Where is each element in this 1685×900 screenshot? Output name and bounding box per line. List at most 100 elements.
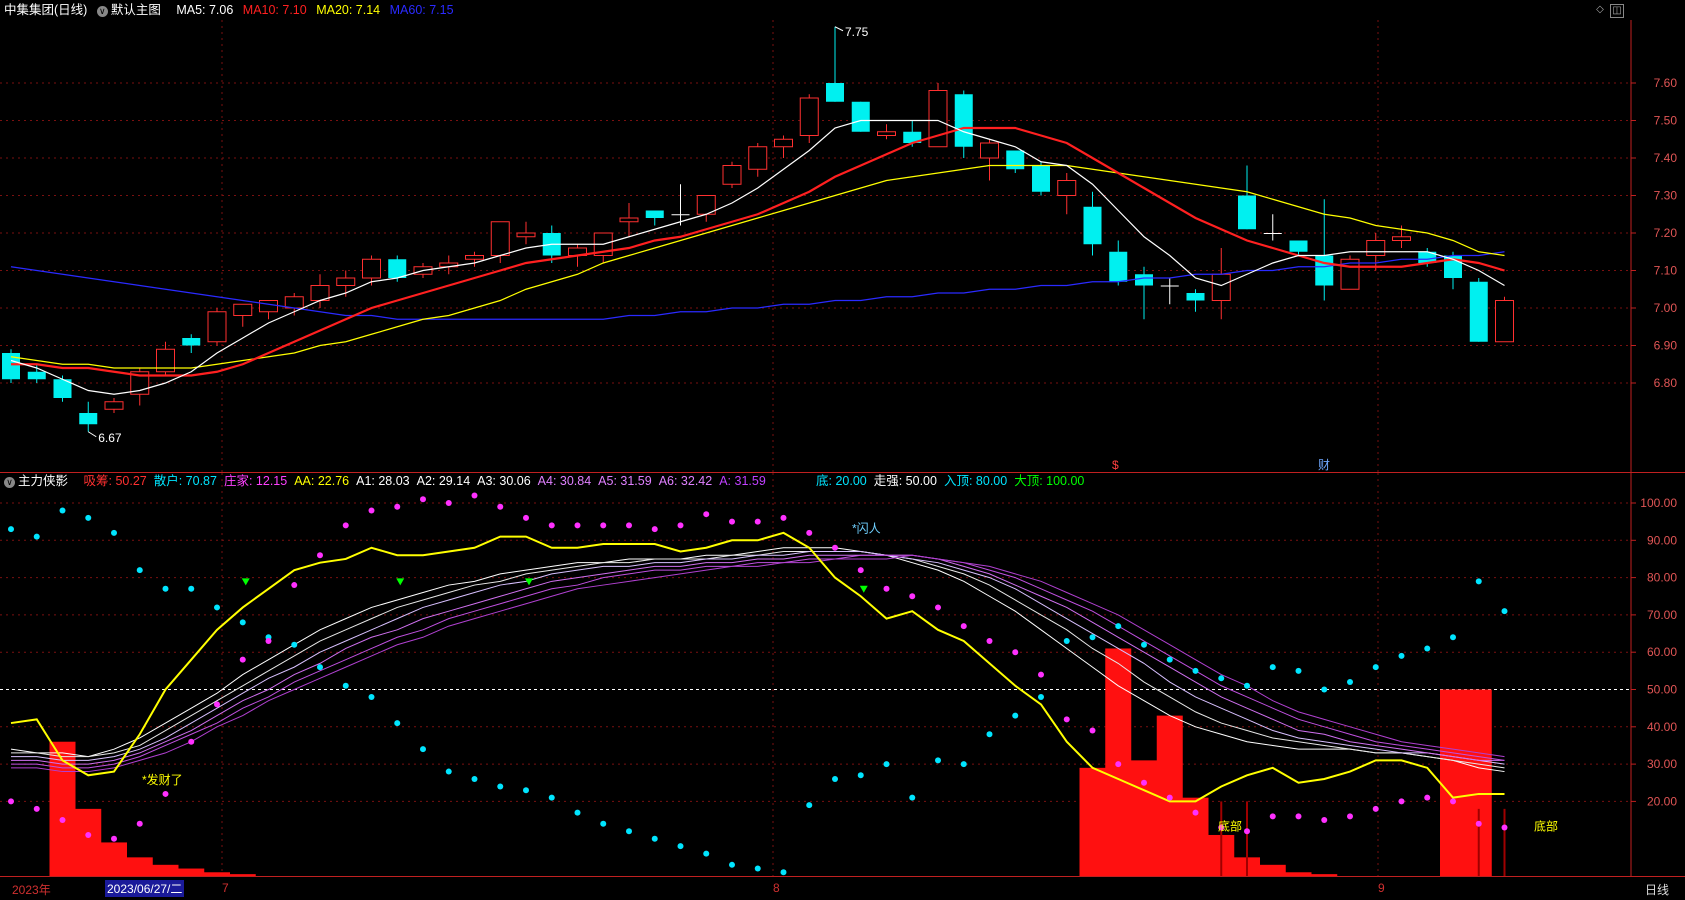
candle-body <box>104 401 124 410</box>
retail-dot <box>1063 638 1070 645</box>
template-label: 默认主图 <box>110 3 161 17</box>
banker-dot <box>1501 824 1508 831</box>
banker-dot <box>59 817 66 824</box>
banker-dot <box>1321 817 1328 824</box>
retail-dot <box>85 514 92 521</box>
panel-divider[interactable] <box>0 472 1685 473</box>
indicator-tick-label: 100.00 <box>1640 496 1677 510</box>
retail-dot <box>1398 652 1405 659</box>
retail-dot <box>523 787 529 794</box>
panel-toggle-icon[interactable]: ◫ <box>1610 4 1624 18</box>
candle-body <box>2 353 20 380</box>
price-chart[interactable]: 7.60 7.50 7.40 7.30 7.20 7.10 7.00 6.90 6.80 7.75… <box>0 0 1685 472</box>
indicator-title[interactable]: ∨ 主力侠影 <box>4 474 74 488</box>
candle-body <box>362 258 381 279</box>
candle <box>980 139 999 181</box>
price-tick-label: 6.80 <box>1654 376 1678 390</box>
candle-body <box>1263 233 1282 234</box>
banker-dot <box>883 585 890 592</box>
price-tick-label: 7.20 <box>1654 226 1678 240</box>
indicator-level-3: 大顶: 100.00 <box>1014 474 1085 488</box>
retail-dot <box>162 585 169 592</box>
ma10-label: MA10: 7.10 <box>242 3 307 17</box>
indicator-level-0: 底: 20.00 <box>816 474 867 488</box>
indicator-tick-label: 30.00 <box>1647 757 1677 771</box>
indicator-value-6: A3: 30.06 <box>477 474 531 488</box>
candle <box>774 135 793 158</box>
banker-dot <box>317 552 323 559</box>
indicator-value-8: A5: 31.59 <box>598 474 652 488</box>
retail-dot <box>1295 667 1302 674</box>
indicator-level-1: 走强: 50.00 <box>873 474 937 488</box>
banker-dot <box>1089 727 1096 734</box>
di-bu-label: 底部 <box>1218 819 1242 834</box>
template-dropdown[interactable]: ∨ 默认主图 <box>96 3 167 17</box>
candle <box>182 334 201 353</box>
retail-dot <box>1450 634 1456 641</box>
banker-dot <box>960 623 967 630</box>
price-tick-label: 7.30 <box>1654 189 1678 203</box>
bar-marker <box>1246 801 1248 876</box>
low-marker-line <box>87 431 97 438</box>
banker-dot <box>445 500 452 506</box>
period-label[interactable]: 日线 <box>1645 883 1670 897</box>
indicator-chart[interactable]: 100.00 90.00 80.00 70.00 60.00 50.00 40.00 30.0… <box>0 473 1685 876</box>
candle-body <box>207 311 227 343</box>
fa-cai-label: *发财了 <box>142 772 183 787</box>
candle-body <box>1135 274 1153 286</box>
candle <box>1238 165 1256 230</box>
diamond-icon[interactable]: ◇ <box>1596 4 1604 15</box>
indicator-name: 主力侠影 <box>18 474 69 488</box>
indicator-tick-label: 50.00 <box>1647 683 1677 697</box>
banker-dot <box>806 529 813 536</box>
candle-body <box>79 413 98 425</box>
candle-body <box>1211 273 1231 301</box>
candle <box>207 308 227 346</box>
retail-dot <box>857 772 864 779</box>
candle-body <box>53 379 72 398</box>
indicator-value-2: 庄家: 12.15 <box>223 474 288 488</box>
banker-dot <box>1166 794 1173 801</box>
bar-marker <box>1503 808 1506 876</box>
retail-dot <box>188 585 195 592</box>
retail-dot <box>394 720 401 727</box>
candle-body <box>1109 251 1128 282</box>
indicator-header: ∨ 主力侠影 吸筹: 50.27 散户: 70.87 庄家: 12.15 AA: 22.… <box>4 471 779 491</box>
candle <box>722 161 742 188</box>
retail-dot <box>497 783 504 790</box>
retail-dot <box>8 526 14 533</box>
banker-dot <box>600 522 607 529</box>
indicator-tick-label: 20.00 <box>1647 794 1677 808</box>
candle-body <box>1418 251 1437 263</box>
month-8-label: 8 <box>773 881 780 895</box>
candle-body <box>722 165 742 185</box>
banker-dot <box>523 514 529 521</box>
indicator-value-1: 散户: 70.87 <box>153 474 217 488</box>
banker-dot <box>111 835 117 842</box>
candle-body <box>1186 293 1205 301</box>
banker-dot <box>1244 828 1250 835</box>
price-tick-label: 7.00 <box>1654 301 1678 315</box>
banker-dot <box>1424 794 1431 801</box>
retail-dot <box>935 757 941 764</box>
banker-dot <box>1475 820 1482 827</box>
candle <box>1006 150 1025 173</box>
candle <box>1495 296 1514 343</box>
candle-body <box>1315 255 1334 286</box>
ribbon-line <box>11 550 1505 769</box>
candle-body <box>516 232 536 238</box>
retail-dot <box>1347 679 1353 686</box>
indicator-tick-label: 80.00 <box>1647 571 1677 585</box>
candle-body <box>156 348 175 373</box>
event-marker-s: $ <box>1112 458 1119 472</box>
banker-dot <box>394 503 401 510</box>
banker-dot <box>136 820 143 827</box>
price-tick-label: 7.50 <box>1654 114 1678 128</box>
retail-dot <box>986 731 993 738</box>
retail-dot <box>1166 656 1173 663</box>
ribbon-line <box>11 554 1505 769</box>
price-tick-label: 7.10 <box>1654 264 1678 278</box>
candle-body <box>748 146 768 170</box>
date-bar: 2023年 2023/06/27/二 7 8 9 日线 <box>0 876 1685 900</box>
stock-title[interactable]: 中集集团(日线) <box>4 3 88 17</box>
